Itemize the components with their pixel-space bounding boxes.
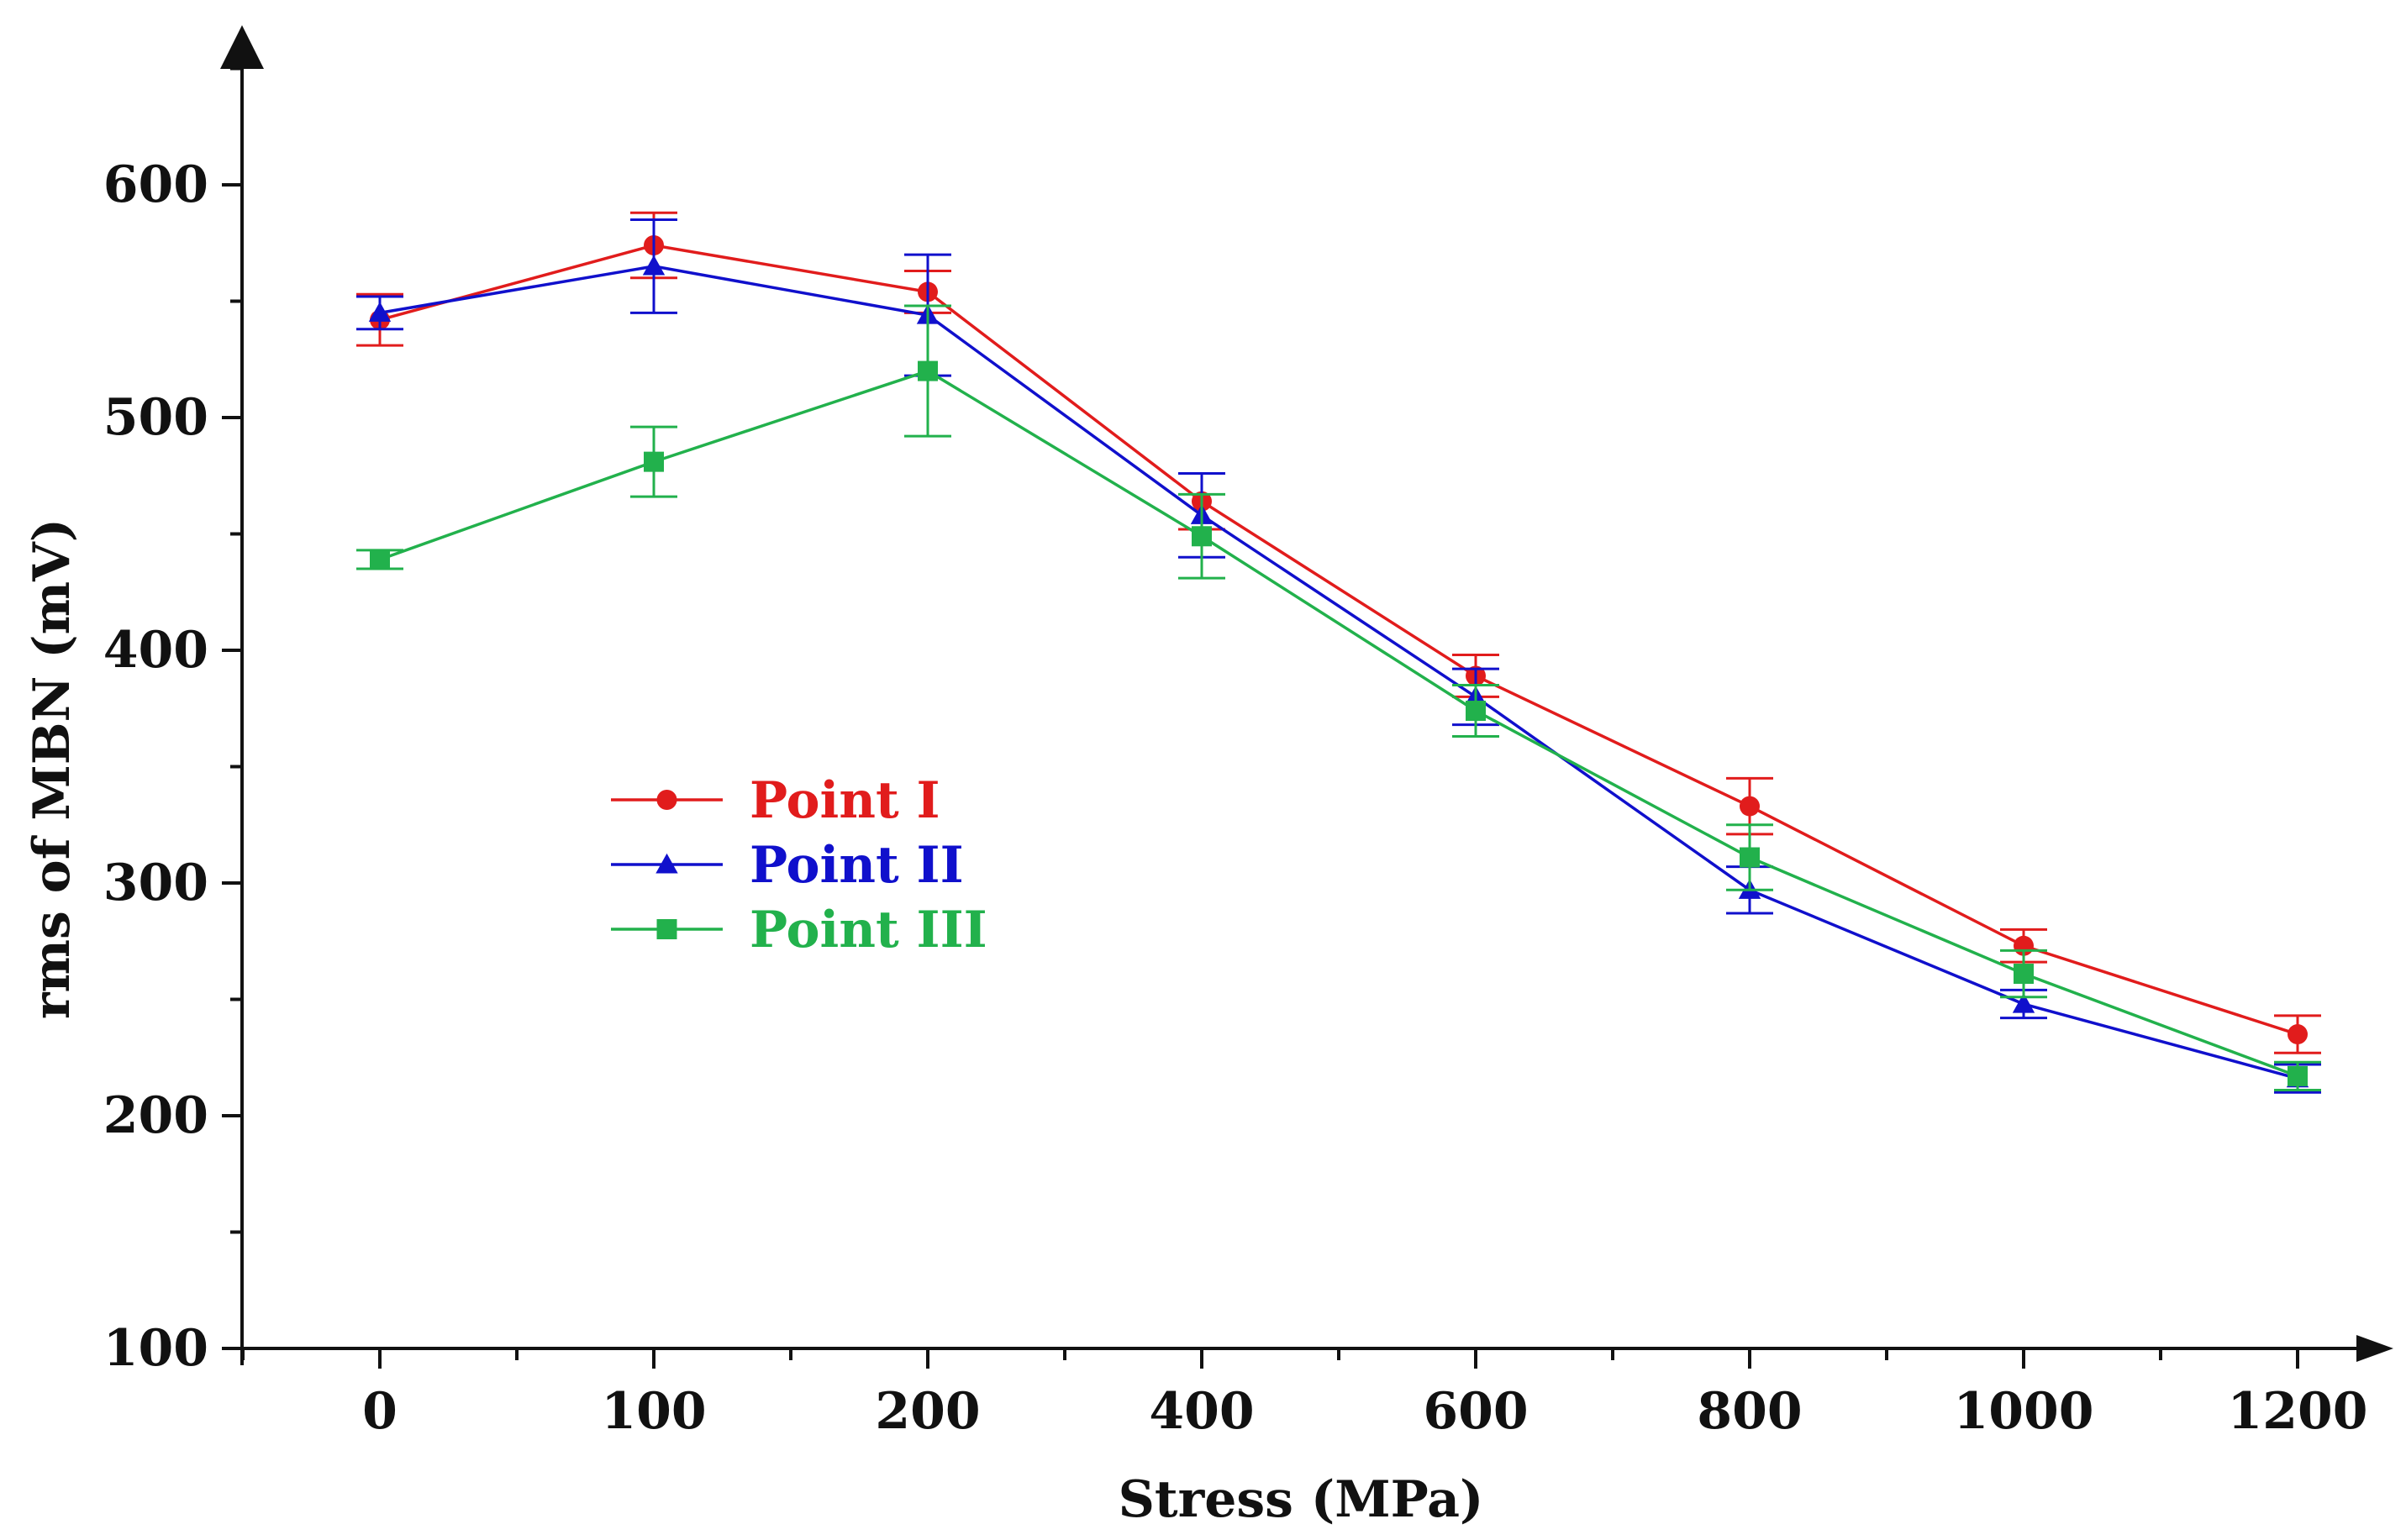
legend-marker — [656, 919, 677, 939]
y-axis-title: rms of MBN (mV) — [23, 518, 82, 1019]
data-point — [2014, 964, 2034, 985]
y-tick-label: 400 — [103, 621, 208, 680]
y-tick-label: 500 — [103, 388, 208, 447]
x-axis-title: Stress (MPa) — [1119, 1470, 1484, 1529]
series-line — [379, 265, 2298, 1080]
series-layer — [356, 211, 2321, 1094]
x-tick-label: 100 — [601, 1382, 706, 1441]
series-3 — [356, 304, 2321, 1092]
legend-marker — [656, 790, 677, 810]
y-axis-arrow — [220, 25, 264, 69]
y-tick-label: 600 — [103, 155, 208, 214]
x-tick-label: 600 — [1423, 1382, 1528, 1441]
data-point — [2288, 1065, 2308, 1086]
legend-marker — [655, 853, 678, 874]
data-point — [1740, 847, 1760, 868]
x-tick-label: 200 — [875, 1382, 980, 1441]
data-point — [1192, 526, 1212, 547]
axes: 100 200 300 400 500 600 0 100 200 400 600 800 1000 12… — [103, 25, 2393, 1441]
legend-label: Point I — [750, 771, 940, 830]
legend-entry: Point II — [611, 836, 964, 895]
data-point — [2012, 992, 2035, 1013]
data-point — [368, 302, 392, 322]
x-axis-arrow — [2356, 1335, 2393, 1362]
data-point — [642, 255, 666, 276]
x-tick-label: 1200 — [2228, 1382, 2368, 1441]
data-point — [1466, 701, 1486, 722]
y-tick-label: 300 — [103, 854, 208, 912]
legend-label: Point II — [750, 836, 964, 895]
series-1 — [356, 211, 2321, 1054]
series-line — [379, 244, 2298, 1036]
x-tick-label: 1000 — [1954, 1382, 2094, 1441]
data-point — [370, 549, 390, 570]
data-point — [2288, 1024, 2308, 1045]
x-tick-label: 400 — [1149, 1382, 1254, 1441]
series-line — [379, 369, 2298, 1078]
x-tick-label: 0 — [362, 1382, 397, 1441]
legend-entry: Point III — [611, 901, 987, 959]
y-tick-label: 200 — [103, 1086, 208, 1145]
y-tick-label: 100 — [103, 1319, 208, 1378]
data-point — [918, 360, 938, 381]
legend-label: Point III — [750, 901, 987, 959]
x-tick-label: 800 — [1697, 1382, 1802, 1441]
legend: Point I Point II Point III — [611, 771, 987, 959]
data-point — [1740, 796, 1760, 817]
data-point — [644, 451, 664, 472]
legend-entry: Point I — [611, 771, 940, 830]
